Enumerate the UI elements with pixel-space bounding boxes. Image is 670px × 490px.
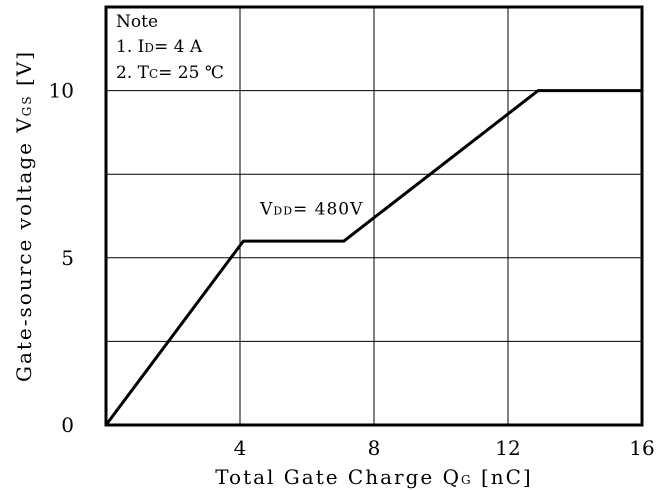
x-tick-label: 12: [495, 436, 520, 460]
y-tick-label: 5: [61, 246, 74, 270]
plot-frame: [104, 5, 644, 427]
x-tick-label: 4: [234, 436, 247, 460]
y-tick-label: 10: [49, 79, 74, 103]
vgs-curve: [104, 89, 642, 426]
x-axis-label: Total Gate Charge QG [nC]: [215, 465, 532, 489]
y-axis-label: Gate-source voltage VGS [V]: [12, 50, 36, 382]
x-tick-labels: 4 8 12 16: [234, 436, 655, 460]
note-box: Note 1. ID= 4 A 2. TC= 25 ℃: [116, 10, 224, 87]
note-line-1: 1. ID= 4 A: [116, 37, 203, 57]
y-tick-labels: 0 5 10: [49, 79, 74, 437]
note-title: Note: [116, 12, 159, 32]
x-tick-label: 8: [368, 436, 381, 460]
vdd-annotation: VDD= 480V: [259, 199, 363, 219]
y-tick-label: 0: [61, 413, 74, 437]
note-line-2: 2. TC= 25 ℃: [116, 63, 224, 83]
x-tick-label: 16: [629, 436, 654, 460]
